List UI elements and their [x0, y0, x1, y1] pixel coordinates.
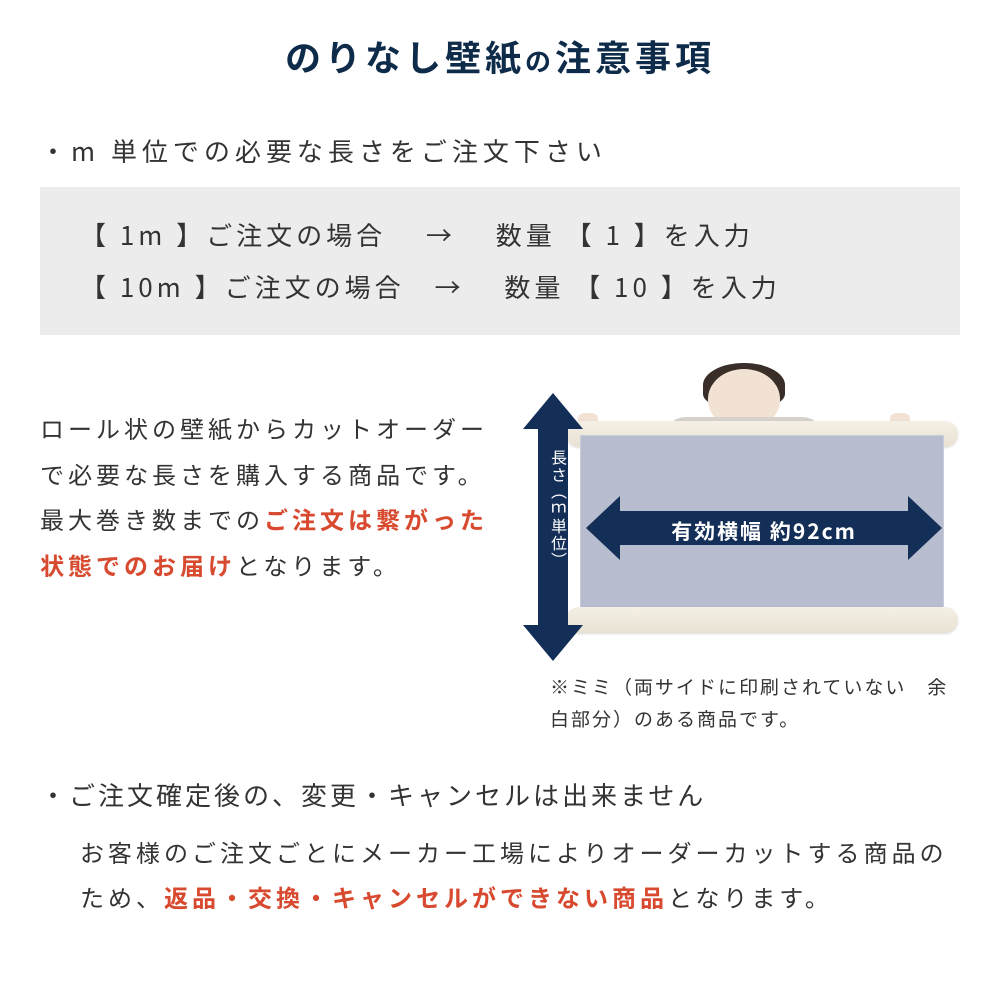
order-example-row-2: 【 10m 】ご注文の場合 → 数量 【 10 】を入力 — [80, 261, 920, 313]
bullet-no-cancel: ・ご注文確定後の、変更・キャンセルは出来ません — [40, 776, 960, 813]
title-particle: の — [525, 42, 555, 79]
horizontal-arrow-right-icon — [908, 496, 942, 560]
body2-emphasis: 返品・交換・キャンセルができない商品 — [164, 879, 668, 914]
vertical-arrow-label: 長さ（ｍ単位） — [538, 449, 568, 568]
bullet-order-unit: ・m 単位での必要な長さをご注文下さい — [40, 132, 960, 169]
vertical-arrow-down-icon — [523, 625, 583, 661]
title-suffix: 注意事項 — [555, 30, 715, 82]
body2-part2: となります。 — [668, 879, 833, 914]
order-example-row-1: 【 1m 】ご注文の場合 → 数量 【 1 】を入力 — [80, 209, 920, 261]
horizontal-arrow-label: 有効横幅 約92cm — [628, 516, 900, 546]
no-cancel-body: お客様のご注文ごとにメーカー工場によりオーダーカットする商品のため、返品・交換・… — [40, 829, 960, 920]
horizontal-arrow-left-icon — [586, 496, 620, 560]
diagram-note: ※ミミ（両サイドに印刷されていない 余白部分）のある商品です。 — [550, 671, 960, 736]
title-prefix: のりなし壁紙 — [285, 30, 525, 82]
order-example-box: 【 1m 】ご注文の場合 → 数量 【 1 】を入力 【 10m 】ご注文の場合… — [40, 187, 960, 335]
roll-bottom-shape — [566, 607, 958, 633]
product-description-section: ロール状の壁紙からカットオーダーで必要な長さを購入する商品です。最大巻き数までの… — [40, 381, 960, 641]
desc-part2: となります。 — [236, 547, 401, 582]
page-title: のりなし壁紙の注意事項 — [40, 30, 960, 82]
product-description-text: ロール状の壁紙からカットオーダーで必要な長さを購入する商品です。最大巻き数までの… — [40, 381, 500, 587]
wallpaper-diagram: 長さ（ｍ単位） 有効横幅 約92cm — [528, 381, 960, 641]
